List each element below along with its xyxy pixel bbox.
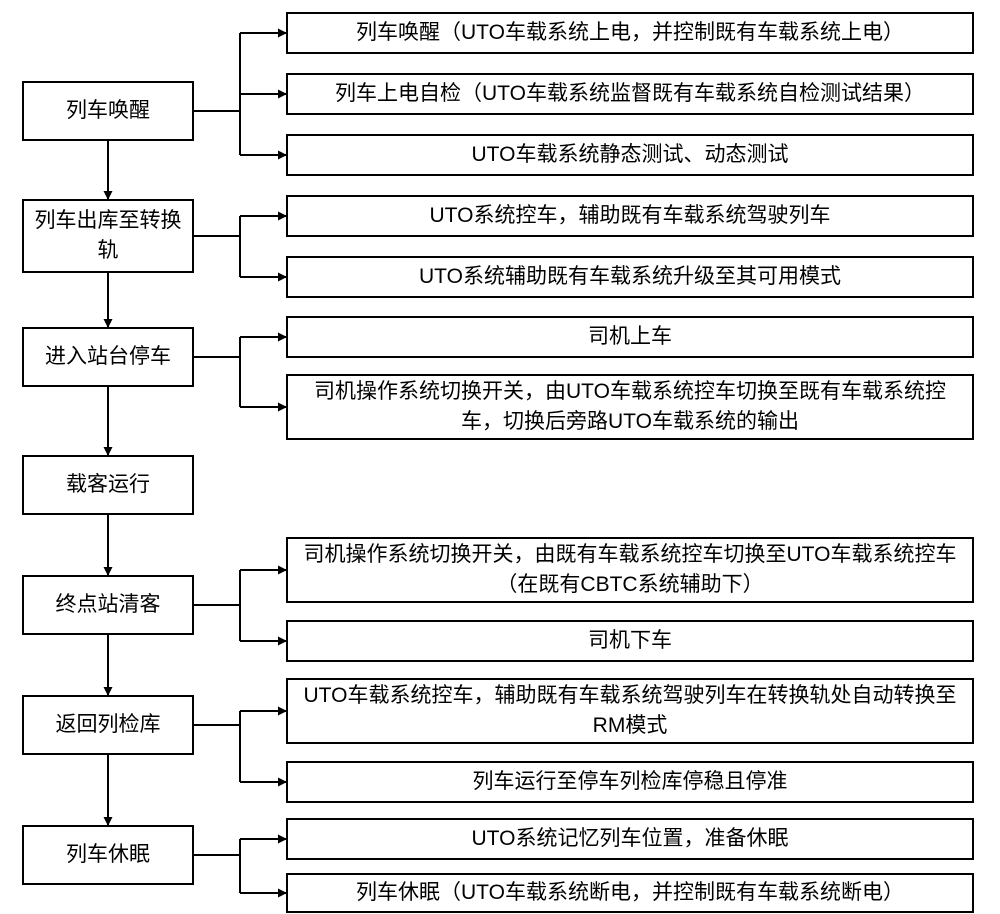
detail-label: 列车上电自检（UTO车载系统监督既有车载系统自检测试结果） [335, 79, 925, 109]
detail-node-d11: 列车运行至停车列检库停稳且停准 [286, 761, 974, 803]
stage-label: 列车休眠 [66, 840, 150, 870]
detail-label: UTO系统控车，辅助既有车载系统驾驶列车 [430, 201, 831, 231]
stage-node-s4: 载客运行 [22, 455, 194, 515]
detail-label: 司机上车 [588, 322, 672, 352]
stage-label: 载客运行 [66, 470, 150, 500]
detail-label: 列车休眠（UTO车载系统断电，并控制既有车载系统断电） [356, 878, 904, 908]
stage-node-s7: 列车休眠 [22, 825, 194, 885]
stage-label: 列车唤醒 [66, 96, 150, 126]
stage-label: 进入站台停车 [45, 342, 171, 372]
stage-node-s5: 终点站清客 [22, 575, 194, 635]
detail-node-d4: UTO系统控车，辅助既有车载系统驾驶列车 [286, 195, 974, 237]
detail-node-d3: UTO车载系统静态测试、动态测试 [286, 134, 974, 176]
stage-label: 终点站清客 [56, 590, 161, 620]
stage-label: 返回列检库 [56, 710, 161, 740]
detail-node-d13: 列车休眠（UTO车载系统断电，并控制既有车载系统断电） [286, 873, 974, 913]
detail-label: 列车运行至停车列检库停稳且停准 [473, 767, 788, 797]
detail-node-d8: 司机操作系统切换开关，由既有车载系统控车切换至UTO车载系统控车（在既有CBTC… [286, 537, 974, 603]
stage-node-s6: 返回列检库 [22, 695, 194, 755]
detail-node-d10: UTO车载系统控车，辅助既有车载系统驾驶列车在转换轨处自动转换至RM模式 [286, 678, 974, 744]
detail-label: UTO系统辅助既有车载系统升级至其可用模式 [419, 262, 841, 292]
detail-label: 司机下车 [588, 626, 672, 656]
detail-label: UTO车载系统静态测试、动态测试 [472, 140, 789, 170]
stage-node-s2: 列车出库至转换轨 [22, 199, 194, 273]
detail-node-d9: 司机下车 [286, 620, 974, 662]
detail-label: UTO系统记忆列车位置，准备休眠 [472, 824, 789, 854]
detail-node-d7: 司机操作系统切换开关，由UTO车载系统控车切换至既有车载系统控车，切换后旁路UT… [286, 374, 974, 440]
detail-node-d2: 列车上电自检（UTO车载系统监督既有车载系统自检测试结果） [286, 73, 974, 115]
detail-label: 列车唤醒（UTO车载系统上电，并控制既有车载系统上电） [356, 18, 904, 48]
stage-node-s1: 列车唤醒 [22, 81, 194, 141]
stage-node-s3: 进入站台停车 [22, 327, 194, 387]
detail-node-d1: 列车唤醒（UTO车载系统上电，并控制既有车载系统上电） [286, 12, 974, 54]
detail-label: UTO车载系统控车，辅助既有车载系统驾驶列车在转换轨处自动转换至RM模式 [294, 681, 966, 742]
detail-node-d12: UTO系统记忆列车位置，准备休眠 [286, 818, 974, 860]
detail-node-d6: 司机上车 [286, 316, 974, 358]
detail-node-d5: UTO系统辅助既有车载系统升级至其可用模式 [286, 256, 974, 298]
detail-label: 司机操作系统切换开关，由既有车载系统控车切换至UTO车载系统控车（在既有CBTC… [294, 540, 966, 601]
flowchart-canvas: 列车唤醒列车出库至转换轨进入站台停车载客运行终点站清客返回列检库列车休眠 列车唤醒… [0, 0, 1000, 914]
detail-label: 司机操作系统切换开关，由UTO车载系统控车切换至既有车载系统控车，切换后旁路UT… [294, 377, 966, 438]
stage-label: 列车出库至转换轨 [30, 206, 186, 267]
